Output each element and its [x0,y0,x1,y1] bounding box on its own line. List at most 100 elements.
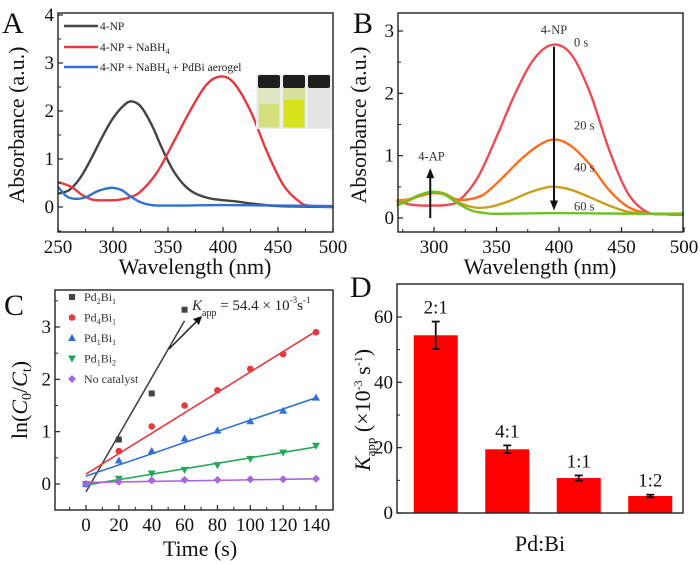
data-point [213,426,222,434]
y-axis-label-d: Kapp (×10-3 s-1) [350,349,378,472]
x-tick-label-a: 300 [99,237,128,258]
bar-1-1 [556,478,601,513]
y-axis-label-a: Absorbance (a.u.) [4,47,29,204]
fit-line-pd1bi2 [85,446,317,486]
legend-marker [68,375,76,383]
y-tick-label-a: 4 [45,5,55,26]
data-point [180,434,189,442]
legend-marker [69,294,75,300]
data-point [148,390,155,397]
y-axis-label-c: ln(C0/Ct) [7,361,35,439]
data-point [312,474,320,483]
legend-label: Pd1Bi2 [84,352,116,368]
x-tick-label-b: 300 [420,237,449,258]
legend-marker [68,334,76,341]
y-tick-label-d: 40 [374,372,393,393]
legend-marker [68,355,76,363]
data-point [279,350,287,358]
data-point [115,447,123,455]
kapp-arrow [168,317,201,350]
x-tick-label-c: 100 [236,515,265,536]
series-line-40-s [396,185,685,216]
bar-label: 1:1 [567,451,591,472]
y-tick-label-d: 20 [374,438,393,459]
data-point [181,306,188,313]
bar-4-1 [485,449,530,513]
panel-b: B 300 350 400 450 500 0 1 2 3 4-NP 0 s 20 s 40 s 60 … [346,7,698,279]
x-tick-label-c: 120 [269,515,298,536]
x-tick-label-c: 140 [302,515,331,536]
legend-label-aerogel: 4-NP + NaBH4 + PdBi aerogel [100,62,241,76]
data-point [82,480,90,488]
x-tick-label-c: 80 [208,515,227,536]
y-tick-label-a: 0 [45,197,55,218]
fit-line-no-catalyst [85,477,317,484]
annotation-label: 20 s [574,118,595,132]
series-line-4np [57,100,334,209]
data-point [114,477,123,486]
y-tick-label-b: 1 [385,146,395,167]
legend-c: Pd2Bi1 Pd4Bi1 Pd1Bi1 Pd1Bi2 No catalyst [68,290,139,386]
y-tick-label-b: 2 [385,83,395,104]
panel-label-a: A [2,7,24,40]
x-axis-label-c: Time (s) [163,536,237,561]
y-tick-label-a: 2 [45,101,55,122]
data-point [180,475,189,484]
bar-1-2 [628,496,673,513]
x-axis-label-a: Wavelength (nm) [119,254,272,279]
x-tick-label-a: 500 [319,237,348,258]
kapp-annotation: Kapp = 54.4 × 10-3s-1 [168,295,310,350]
y-tick-label-d: 60 [374,307,393,328]
data-point [180,466,189,474]
x-tick-label-b: 500 [670,237,699,258]
x-tick-label-c: 20 [109,515,128,536]
data-point [147,470,156,478]
x-tick-label-b: 350 [482,237,511,258]
y-tick-label-c: 0 [42,474,52,495]
arrowhead-4np-decrease [550,200,558,211]
data-point [246,417,255,425]
annotation-label: 0 s [574,36,588,50]
data-point [312,328,320,336]
y-tick-label-a: 3 [45,53,55,74]
data-point [147,447,156,455]
annotation-label: 4-NP [541,23,567,37]
annotation-label: 60 s [574,200,595,214]
x-tick-label-c: 40 [142,515,161,536]
y-tick-label-c: 2 [42,369,52,390]
data-point [246,365,254,373]
legend-label: Pd2Bi1 [84,290,116,306]
fit-line-pd2bi1 [85,320,186,493]
y-tick-label-a: 1 [45,149,55,170]
panel-label-d: D [350,271,372,304]
legend-label: Pd1Bi1 [84,331,116,347]
data-point [148,423,156,430]
x-tick-label-c: 0 [81,515,91,536]
x-axis-label-d: Pd:Bi [515,531,565,556]
y-tick-label-c: 1 [42,422,52,443]
plot-frame-b [397,12,684,233]
fit-line-pd4bi1 [85,330,317,475]
legend-label-4np: 4-NP [100,21,124,33]
legend-a: 4-NP 4-NP + NaBH4 4-NP + NaBH4 + PdBi ae… [64,21,241,76]
legend-marker [68,314,76,321]
data-point [147,476,156,485]
panel-label-b: B [353,7,373,40]
y-tick-label-c: 3 [42,317,52,338]
data-point [213,462,222,470]
legend-label: Pd4Bi1 [84,311,116,327]
arrowhead-4ap-increase [426,168,435,179]
series-line-4np-nabh4 [57,75,334,209]
panel-d: D 2:1 4:1 1:1 1:2 0 20 40 60 Pd:Bi Kapp (×10-3… [350,271,684,556]
vial-4np [258,75,280,128]
fit-line-pd1bi1 [85,396,317,477]
data-point [114,456,123,464]
x-tick-label-c: 60 [175,515,194,536]
plot-frame-c [54,289,334,511]
data-point [279,449,288,457]
x-axis-label-b: Wavelength (nm) [464,254,617,279]
bar-2-1 [413,335,458,513]
data-point [115,436,122,443]
x-tick-label-a: 450 [264,237,293,258]
annotation-label: 4-AP [418,150,444,164]
